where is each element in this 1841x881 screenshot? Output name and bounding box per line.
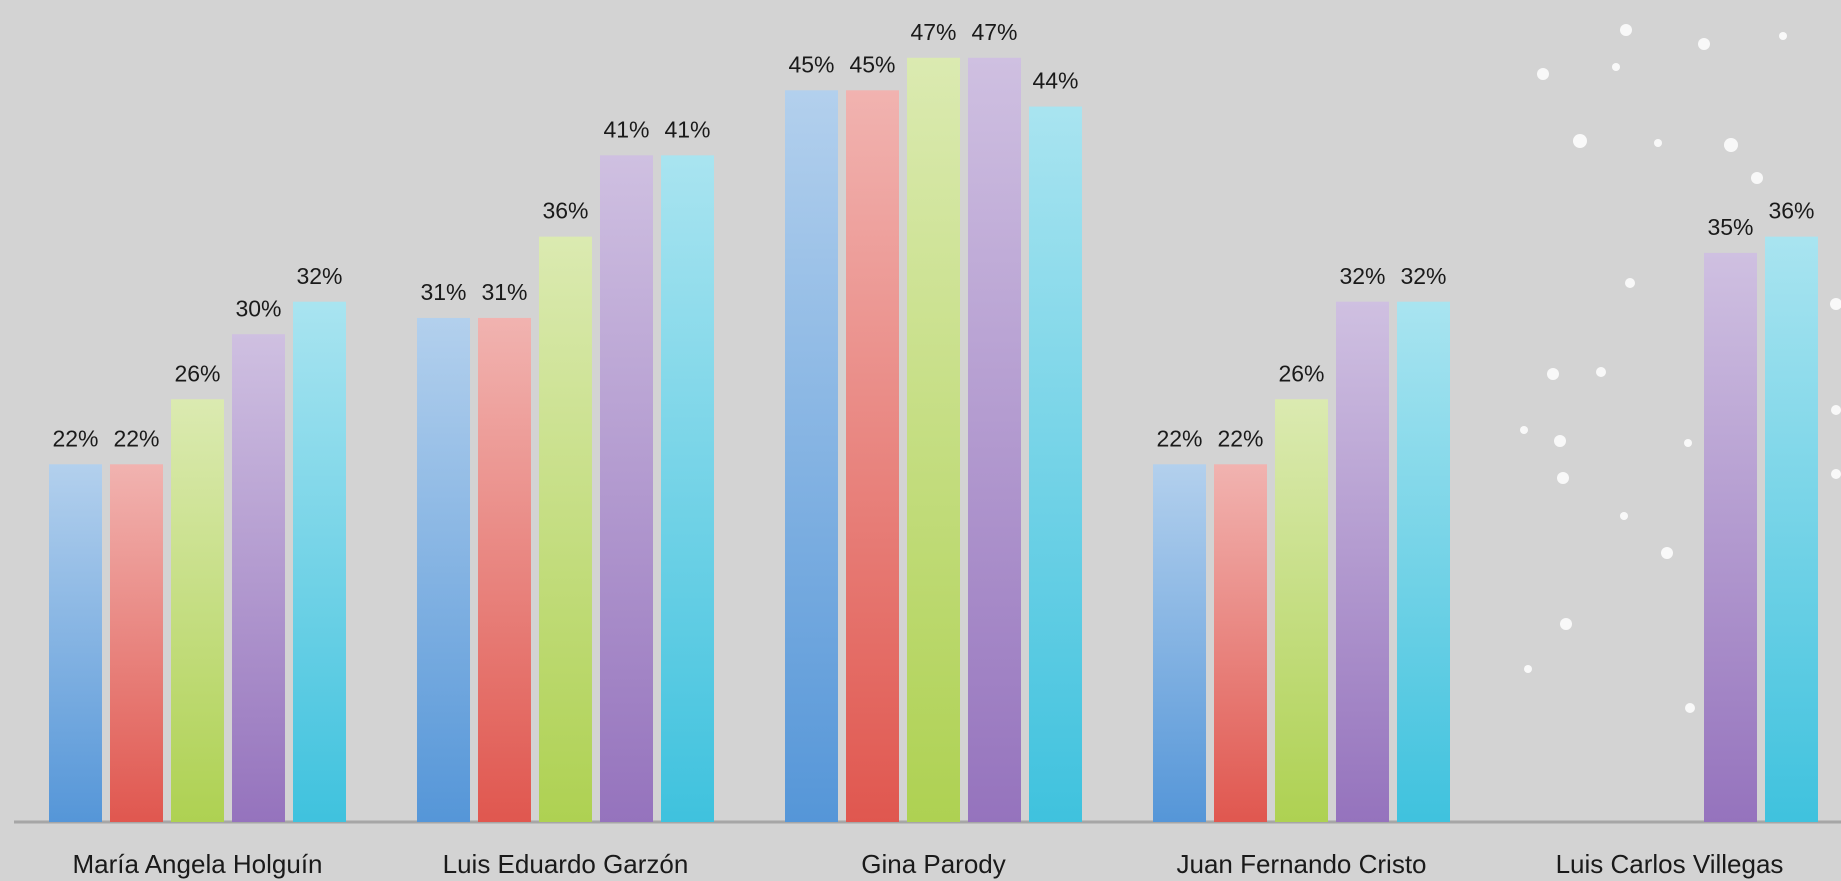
data-label: 47%: [910, 19, 956, 45]
bar: [293, 301, 346, 822]
bar: [1397, 301, 1450, 822]
x-tick-label: Juan Fernando Cristo: [1176, 849, 1426, 879]
bar: [1029, 106, 1082, 822]
bar: [1214, 464, 1267, 822]
x-tick-label: María Angela Holguín: [72, 849, 322, 879]
bar: [661, 155, 714, 823]
bar: [600, 155, 653, 823]
bar: [907, 57, 960, 822]
bar: [846, 90, 899, 823]
data-label: 31%: [420, 279, 466, 305]
bar: [478, 317, 531, 822]
data-label: 36%: [542, 198, 588, 224]
data-label: 41%: [664, 116, 710, 142]
bar: [1704, 252, 1757, 822]
data-label: 45%: [788, 51, 834, 77]
x-tick-label: Luis Carlos Villegas: [1556, 849, 1784, 879]
data-label: 36%: [1768, 198, 1814, 224]
data-label: 31%: [481, 279, 527, 305]
data-label: 30%: [235, 295, 281, 321]
data-label: 32%: [1400, 263, 1446, 289]
bar: [1275, 399, 1328, 822]
bar: [1336, 301, 1389, 822]
data-label: 32%: [296, 263, 342, 289]
bar: [1153, 464, 1206, 822]
data-label: 32%: [1339, 263, 1385, 289]
data-label: 35%: [1707, 214, 1753, 240]
bar: [785, 90, 838, 823]
bar: [1765, 236, 1818, 822]
data-label: 41%: [603, 116, 649, 142]
bar: [539, 236, 592, 822]
constellation-decoration: [1520, 24, 1841, 713]
x-tick-label: Gina Parody: [861, 849, 1006, 879]
data-label: 22%: [52, 425, 98, 451]
x-tick-label: Luis Eduardo Garzón: [443, 849, 689, 879]
data-label: 26%: [1278, 360, 1324, 386]
data-label: 22%: [1156, 425, 1202, 451]
bar: [232, 334, 285, 822]
data-label: 47%: [971, 19, 1017, 45]
data-label: 22%: [113, 425, 159, 451]
bar: [968, 57, 1021, 822]
data-label: 22%: [1217, 425, 1263, 451]
bar: [417, 317, 470, 822]
bar: [49, 464, 102, 822]
bar: [110, 464, 163, 822]
data-label: 44%: [1032, 68, 1078, 94]
bar: [171, 399, 224, 822]
data-label: 45%: [849, 51, 895, 77]
data-label: 26%: [174, 360, 220, 386]
